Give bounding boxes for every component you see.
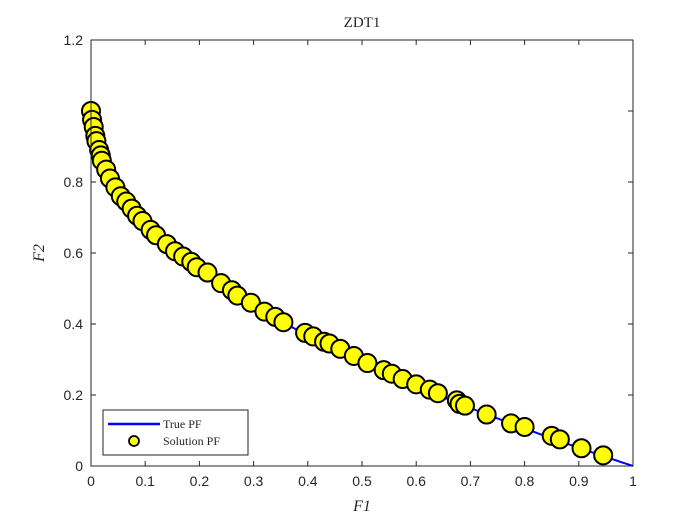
- y-tick-label: 0.2: [64, 387, 84, 403]
- solution-pf-point: [273, 312, 294, 333]
- legend-solution-pf-swatch: [128, 435, 140, 447]
- x-tick-label: 0.9: [569, 473, 589, 489]
- x-tick-label: 0.8: [515, 473, 535, 489]
- solution-pf-point: [593, 445, 614, 466]
- x-tick-label: 0.6: [406, 473, 426, 489]
- y-tick-label: 0.4: [64, 316, 84, 332]
- y-tick-label: 1.2: [64, 32, 84, 48]
- solution-pf-point: [454, 395, 475, 416]
- solution-pf-series: [81, 101, 614, 466]
- x-tick-label: 0: [87, 473, 95, 489]
- x-tick-label: 1: [629, 473, 637, 489]
- y-tick-label: 0.6: [64, 245, 84, 261]
- solution-pf-point: [549, 429, 570, 450]
- x-tick-label: 0.2: [190, 473, 210, 489]
- solution-pf-point: [357, 353, 378, 374]
- y-tick-label: 0: [75, 458, 83, 474]
- x-tick-label: 0.1: [135, 473, 155, 489]
- y-tick-label: 0.8: [64, 174, 84, 190]
- solution-pf-point: [427, 383, 448, 404]
- y-axis: 0 0.2 0.4 0.6 0.8 1.2: [64, 32, 633, 474]
- x-tick-label: 0.5: [352, 473, 372, 489]
- legend-true-pf-label: True PF: [163, 417, 202, 431]
- chart-title: ZDT1: [344, 15, 381, 31]
- legend-solution-pf-label: Solution PF: [163, 434, 220, 448]
- legend-box: [102, 409, 249, 456]
- y-axis-label: F2: [31, 244, 48, 263]
- x-tick-label: 0.3: [244, 473, 264, 489]
- solution-pf-point: [476, 404, 497, 425]
- x-tick-label: 0.4: [298, 473, 318, 489]
- x-axis-label: F1: [352, 498, 371, 515]
- x-axis: 0 0.1 0.2 0.3 0.4 0.5 0.6 0.7 0.8 0.9 1: [87, 40, 637, 489]
- x-tick-label: 0.7: [461, 473, 481, 489]
- solution-pf-point: [514, 416, 535, 437]
- solution-pf-point: [571, 438, 592, 459]
- solution-pf-point: [197, 262, 218, 283]
- legend: True PF Solution PF: [102, 409, 249, 456]
